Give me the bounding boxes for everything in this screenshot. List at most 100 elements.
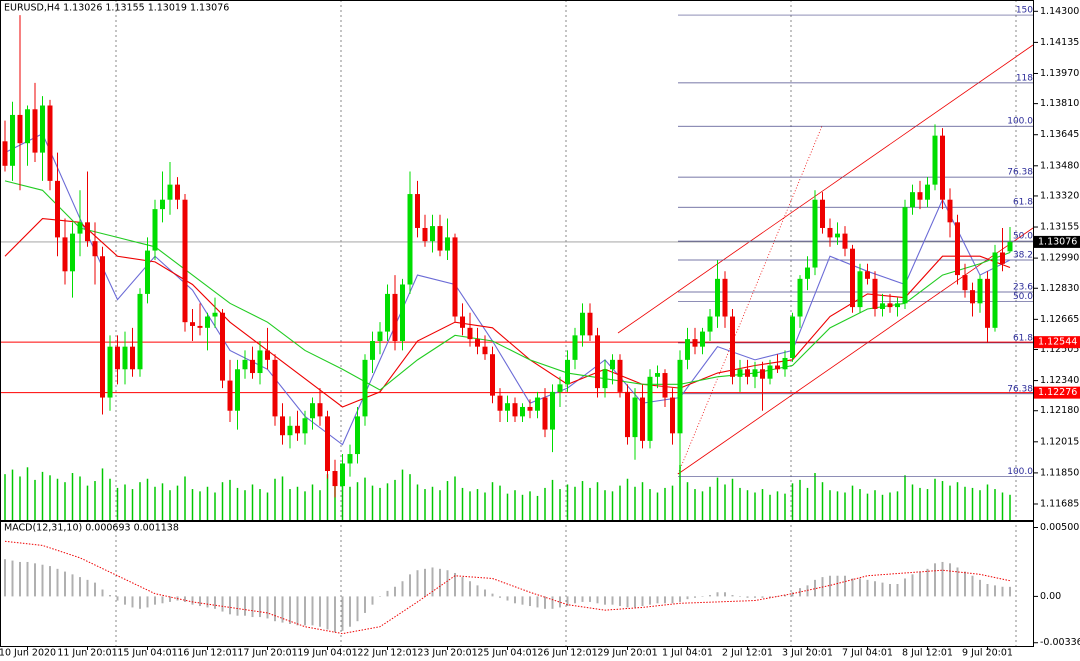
macd-bar xyxy=(491,593,494,597)
y-tick-label: 1.13645 xyxy=(1040,129,1079,140)
volume-bar xyxy=(851,485,854,520)
macd-bar xyxy=(979,579,981,597)
candle-body xyxy=(92,241,98,257)
volume-bar xyxy=(581,481,584,520)
candle-body xyxy=(857,271,863,308)
candle-body xyxy=(220,312,225,381)
candle-body xyxy=(520,406,525,417)
volume-bar xyxy=(356,482,359,520)
volume-bar xyxy=(214,492,216,520)
fib-label: 76.38 xyxy=(1007,168,1033,178)
macd-bar xyxy=(814,579,816,597)
fib-label: 23.6 xyxy=(1013,283,1033,293)
candle-body xyxy=(160,199,165,210)
macd-bar xyxy=(964,571,966,597)
candle-body xyxy=(947,199,953,223)
macd-bar xyxy=(26,561,29,597)
y-tick-label: 1.13480 xyxy=(1040,160,1079,171)
x-tick-label: 1 Jul 04:01 xyxy=(662,648,713,659)
candle-body xyxy=(670,397,675,434)
volume-bar xyxy=(146,478,149,520)
candle-body xyxy=(752,369,758,377)
volume-bar xyxy=(641,482,644,520)
macd-bar xyxy=(499,596,501,598)
candle-body xyxy=(287,425,293,436)
candle-body xyxy=(295,425,300,434)
macd-bar xyxy=(724,592,726,597)
volume-bar xyxy=(686,482,689,520)
candle-body xyxy=(197,325,203,328)
y-tick-label: 1.14135 xyxy=(1040,37,1079,48)
x-tick-label: 9 Jul 20:01 xyxy=(962,648,1013,659)
macd-bar xyxy=(844,575,846,597)
volume-bar xyxy=(1009,494,1011,520)
fib-label: 61.8 xyxy=(1013,198,1033,208)
candle-body xyxy=(77,222,83,234)
volume-bar xyxy=(724,484,726,520)
macd-bar xyxy=(19,561,21,597)
macd-pane-border xyxy=(0,521,1034,647)
candle-body xyxy=(497,395,503,411)
macd-bar xyxy=(544,596,546,609)
candle-body xyxy=(700,331,705,347)
volume-bar xyxy=(941,481,944,520)
candle-body xyxy=(640,397,645,441)
candle-body xyxy=(325,416,330,472)
candle-body xyxy=(445,237,450,251)
macd-bar xyxy=(754,596,756,598)
x-tick-label: 10 Jun 2020 xyxy=(0,648,56,659)
volume-bar xyxy=(191,489,194,520)
candle-body xyxy=(527,406,533,411)
volume-bar xyxy=(964,486,966,520)
volume-bar xyxy=(26,467,29,520)
volume-bar xyxy=(281,476,284,520)
macd-bar xyxy=(161,596,164,604)
candle-body xyxy=(872,278,878,309)
macd-bar xyxy=(971,575,974,597)
macd-signal xyxy=(4,540,1011,635)
volume-bar xyxy=(649,489,651,520)
y-tick-label: 1.12505 xyxy=(1040,344,1079,355)
volume-bar xyxy=(4,474,6,520)
candle-body xyxy=(715,278,720,317)
y-tick-label: 1.14300 xyxy=(1040,6,1079,17)
candle-body xyxy=(970,290,975,304)
candle-body xyxy=(130,346,135,370)
candle-body xyxy=(385,293,390,332)
volume-bar xyxy=(326,474,329,520)
price-pane-border xyxy=(0,0,1034,521)
macd-bar xyxy=(596,596,599,604)
candle-body xyxy=(595,335,600,389)
volume-bar xyxy=(814,473,816,520)
candle-body xyxy=(2,141,8,166)
volume-bar xyxy=(86,485,89,520)
volume-bar xyxy=(761,489,764,520)
candle-body xyxy=(482,346,488,355)
trendlines xyxy=(617,44,1034,475)
candle-body xyxy=(25,109,30,144)
candle-body xyxy=(400,284,405,342)
candle-body xyxy=(992,252,998,328)
volume-bar xyxy=(859,489,861,520)
volume-bar xyxy=(679,465,681,520)
volume-bar xyxy=(289,489,291,520)
macd-bar xyxy=(619,596,621,607)
volume-bar xyxy=(304,491,306,520)
candle-body xyxy=(107,346,113,398)
volume-bar xyxy=(34,479,36,520)
y-tick-label: 1.11850 xyxy=(1040,467,1079,478)
candle-body xyxy=(917,192,923,200)
macd-bar xyxy=(116,596,119,601)
volume-bar xyxy=(116,487,119,520)
volume-bar xyxy=(971,487,974,520)
candle-body xyxy=(182,199,188,323)
macd-bar xyxy=(731,595,734,597)
macd-bar xyxy=(64,571,66,597)
volume-bar xyxy=(671,485,674,520)
candle-body xyxy=(820,199,825,228)
volume-bar xyxy=(484,492,486,520)
x-tick-label: 25 Jun 04:01 xyxy=(477,648,537,659)
macd-tick-label: 0.00 xyxy=(1040,591,1061,602)
candle-body xyxy=(100,256,105,398)
